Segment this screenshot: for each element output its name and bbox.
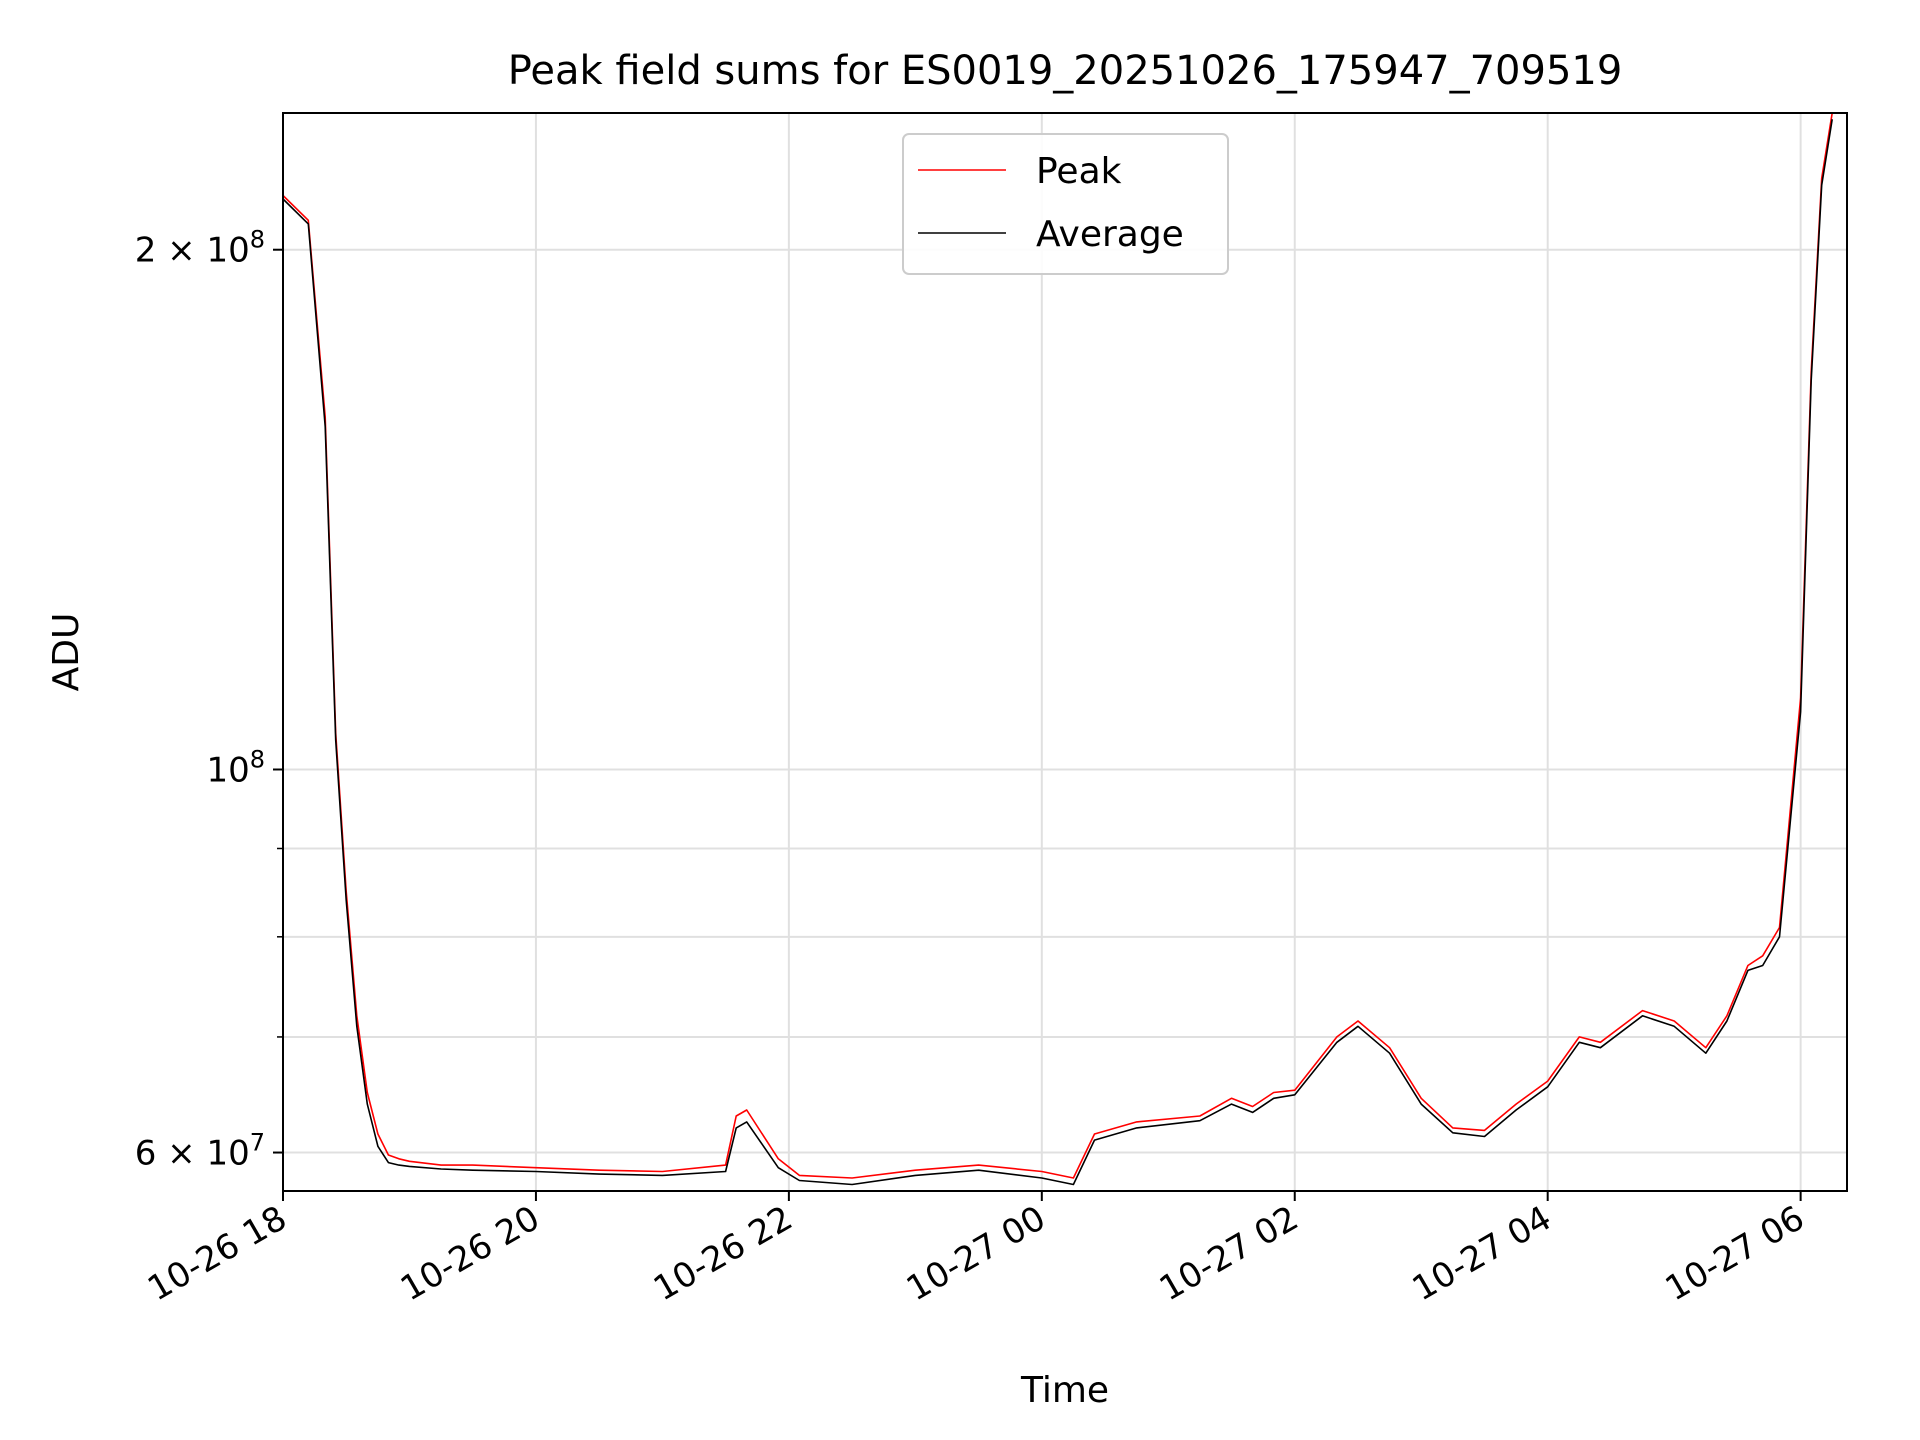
plot-frame <box>282 112 1848 1192</box>
y-axis: 2 × 108 108 6 × 107 <box>135 226 283 1174</box>
chart-title: Peak field sums for ES0019_20251026_1759… <box>508 48 1623 94</box>
y-axis-label: ADU <box>46 613 87 692</box>
series-line-average <box>282 119 1833 1186</box>
x-axis-label: Time <box>1020 1370 1109 1411</box>
y-tick-label: 108 <box>206 745 265 790</box>
legend-peak-label: Peak <box>1036 151 1122 192</box>
series-layer <box>282 112 1833 1186</box>
legend-average-label: Average <box>1036 214 1184 255</box>
y-tick-label: 2 × 108 <box>135 226 265 271</box>
y-tick-label: 6 × 107 <box>135 1129 265 1174</box>
series-line-peak <box>282 112 1833 1179</box>
grid <box>282 113 1847 1191</box>
legend: Peak Average <box>902 133 1229 275</box>
legend-box <box>902 133 1229 275</box>
